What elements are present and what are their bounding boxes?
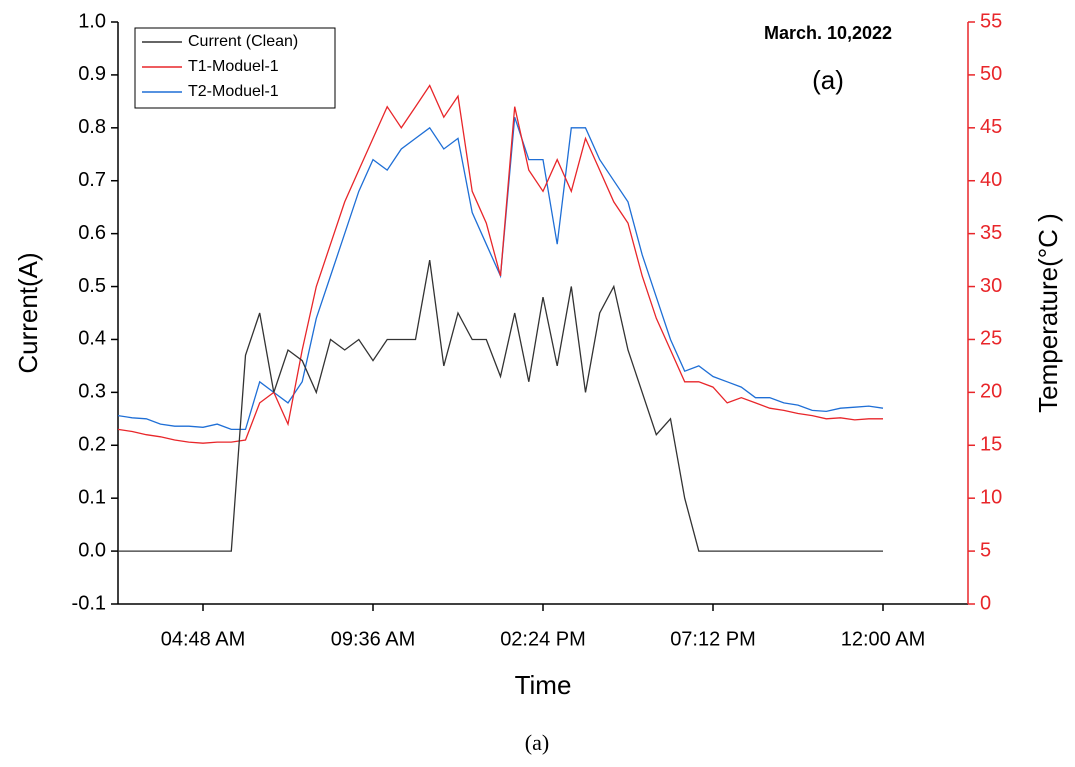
legend-label: Current (Clean): [188, 33, 298, 50]
legend-label: T1-Moduel-1: [188, 58, 279, 75]
series-line: [117, 84, 883, 444]
x-tick-label: 04:48 AM: [161, 628, 246, 650]
x-tick-label: 07:12 PM: [670, 628, 756, 650]
y-tick-label: 0.5: [78, 275, 106, 297]
y-axis-title: Current(A): [13, 252, 43, 373]
y-tick-label: 0.0: [78, 539, 106, 561]
y2-tick-label: 5: [980, 539, 991, 561]
y2-tick-label: 55: [980, 10, 1002, 32]
x-tick-label: 12:00 AM: [841, 628, 926, 650]
legend-label: T2-Moduel-1: [188, 83, 279, 100]
y-tick-label: 0.7: [78, 169, 106, 191]
y2-tick-label: 25: [980, 328, 1002, 350]
y-tick-label: 0.8: [78, 116, 106, 138]
y-tick-label: 0.3: [78, 381, 106, 403]
y2-tick-label: 20: [980, 381, 1002, 403]
y2-tick-label: 30: [980, 275, 1002, 297]
y2-tick-label: 10: [980, 486, 1002, 508]
y-tick-label: 0.4: [78, 328, 106, 350]
panel-label: (a): [812, 65, 844, 95]
y-tick-label: 0.1: [78, 486, 106, 508]
y2-tick-label: 35: [980, 222, 1002, 244]
y-tick-label: 0.6: [78, 222, 106, 244]
annotation: March. 10,2022: [764, 23, 892, 43]
series-line: [118, 259, 883, 552]
y2-tick-label: 0: [980, 592, 991, 614]
y-tick-label: -0.1: [72, 592, 106, 614]
y2-tick-label: 50: [980, 63, 1002, 85]
y2-tick-label: 40: [980, 169, 1002, 191]
x-tick-label: 09:36 AM: [331, 628, 416, 650]
y2-axis-title: Temperature(°C ): [1033, 213, 1063, 413]
x-axis-title: Time: [515, 670, 572, 700]
y-tick-label: 0.2: [78, 434, 106, 456]
y2-tick-label: 15: [980, 434, 1002, 456]
y2-tick-label: 45: [980, 116, 1002, 138]
x-tick-label: 02:24 PM: [500, 628, 586, 650]
y-tick-label: 1.0: [78, 10, 106, 32]
caption: (a): [525, 730, 549, 755]
y-tick-label: 0.9: [78, 63, 106, 85]
